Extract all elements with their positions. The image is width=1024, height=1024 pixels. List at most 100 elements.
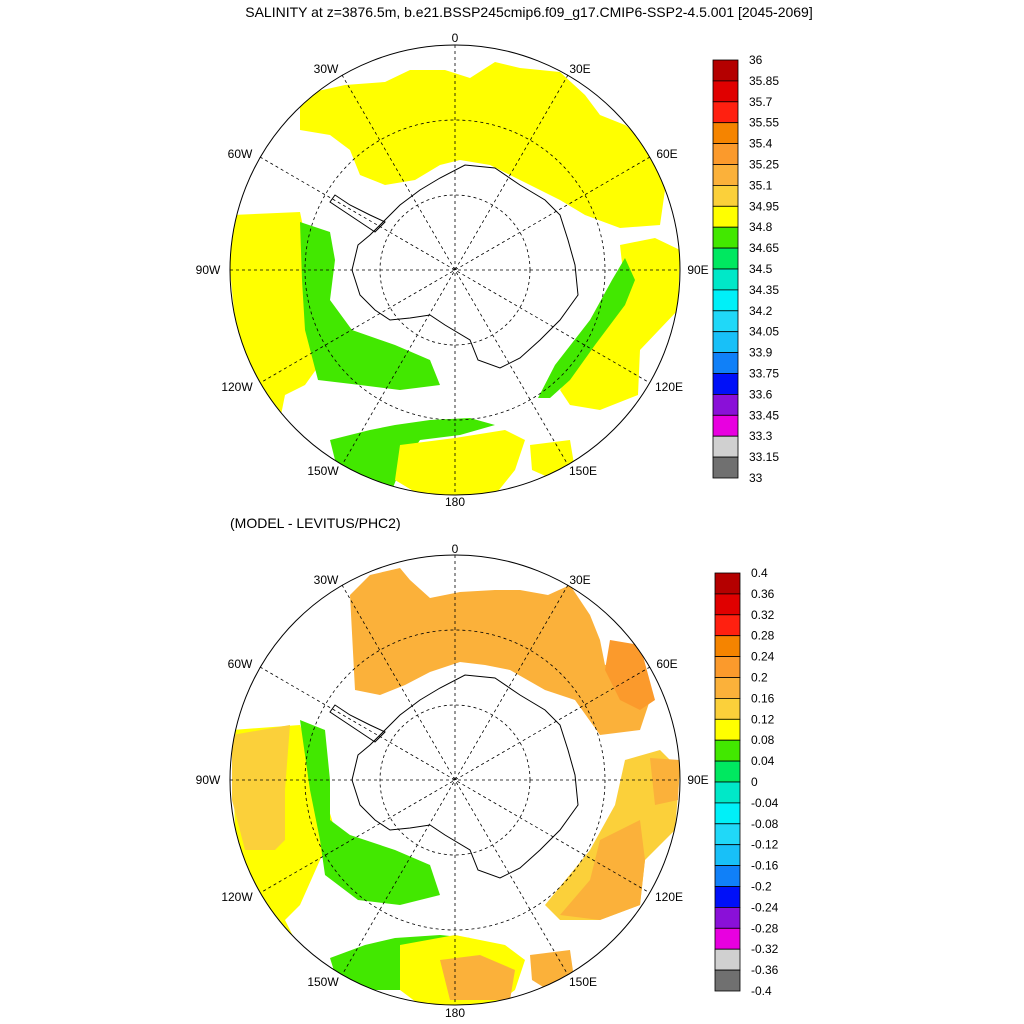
colorbar-swatch [714,572,741,595]
colorbar-swatch [712,331,739,354]
colorbar-swatch [714,781,741,804]
lon-label: 30E [569,62,590,76]
colorbar-label: 33.3 [749,429,773,443]
colorbar-label: 0.04 [751,754,775,768]
diff-region-orange-east-small [650,758,680,805]
colorbar-swatch [714,865,741,887]
lon-label: 120W [221,890,253,904]
diff-region-orange-east [560,820,645,920]
colorbar-label: 0.32 [751,608,775,622]
colorbar-label: 34.95 [749,199,779,213]
colorbar-label: 35.4 [749,137,773,151]
colorbar-label: 33.45 [749,408,779,422]
lon-label: 180 [445,495,465,509]
graticule-top [230,45,680,495]
diff-region-orange-south [440,955,515,1000]
colorbar-swatch [714,739,741,762]
colorbar-label: 35.55 [749,116,779,130]
lon-label: 150E [569,975,597,989]
lon-label: 30W [314,573,339,587]
lon-label: 90E [687,773,708,787]
salinity-region-yellow-east [560,238,680,410]
page-title: SALINITY at z=3876.5m, b.e21.BSSP245cmip… [245,4,813,20]
diff-region-orange-north [350,568,650,735]
lon-label: 120E [655,380,683,394]
lon-label: 0 [452,542,459,556]
colorbar-swatch [714,969,741,992]
colorbar-label: 35.85 [749,74,779,88]
colorbar-swatch [712,184,739,207]
lon-labels-top: 0 30E 60E 90E 120E 150E 180 150W 120W 90… [196,31,709,509]
salinity-region-yellow-south [395,430,525,495]
colorbar-swatch [714,844,741,867]
diff-region-green-west [300,720,440,905]
salinity-region-green-east [538,258,635,398]
colorbar-label: -0.08 [751,817,779,831]
colorbar-label: 33.75 [749,367,779,381]
colorbar-swatch [712,310,739,333]
colorbar-swatch [712,456,739,479]
lon-label: 0 [452,31,459,45]
colorbar-swatch [712,373,739,395]
colorbar-label: -0.28 [751,921,779,935]
colorbar-swatch [714,907,741,929]
colorbar-swatch [714,823,741,846]
colorbar-label: 0.08 [751,733,775,747]
colorbar-label: -0.16 [751,859,779,873]
lon-label: 90E [687,263,708,277]
colorbar-swatch [712,352,739,374]
lon-label: 90W [196,773,221,787]
colorbar-swatch [714,635,741,658]
colorbar-swatch [712,289,739,312]
map-top: 0 30E 60E 90E 120E 150E 180 150W 120W 90… [196,31,709,509]
colorbar-label: 33.15 [749,450,779,464]
colorbar-label: -0.36 [751,963,779,977]
map-top-fields [230,62,680,495]
colorbar-label: 34.2 [749,304,773,318]
colorbar-label: -0.32 [751,942,779,956]
colorbar-label: 0.16 [751,691,775,705]
colorbar-swatch [712,143,739,165]
colorbar-swatch [714,614,741,637]
colorbar-label: 0.2 [751,671,768,685]
colorbar-swatch [714,698,741,720]
colorbar-label: 33.9 [749,346,773,360]
colorbar-swatch [712,226,739,249]
colorbar-label: -0.4 [751,984,772,998]
colorbar-label: 34.8 [749,220,773,234]
diff-region-gold-west [232,725,290,850]
colorbar-swatch [714,718,741,741]
colorbar-swatch [712,80,739,103]
lon-label: 60E [656,147,677,161]
colorbar-label: 35.7 [749,95,773,109]
colorbar-label: 35.1 [749,178,773,192]
subtitle: (MODEL - LEVITUS/PHC2) [230,515,401,531]
salinity-region-green-south [330,418,495,495]
salinity-region-green-west [300,222,440,390]
salinity-region-yellow-north [300,62,665,228]
antarctica-outline [351,674,579,879]
colorbar-label: 35.25 [749,158,779,172]
map-bottom-boundary [229,554,681,1006]
colorbar-swatch [714,948,741,971]
colorbar-label: 34.35 [749,283,779,297]
colorbar-swatch [712,205,739,228]
map-top-boundary [229,44,681,496]
peninsula-outline [329,194,386,233]
lon-label: 120W [221,380,253,394]
graticule-bottom [230,555,680,1005]
lon-label: 120E [655,890,683,904]
colorbar-label: -0.04 [751,796,779,810]
colorbar-label: 36 [749,53,763,67]
colorbar-label: 34.65 [749,241,779,255]
colorbar-swatch [712,59,739,82]
map-bottom: 0 30E 60E 90E 120E 150E 180 150W 120W 90… [196,542,709,1020]
lon-label: 90W [196,263,221,277]
colorbar-swatch [714,802,741,825]
colorbar-label: 0.36 [751,587,775,601]
colorbar-label: -0.2 [751,880,772,894]
antarctica-outline [351,164,579,369]
colorbar-label: 0.28 [751,629,775,643]
diff-region-orange-northeast [605,640,655,710]
colorbar-swatch [714,760,741,783]
